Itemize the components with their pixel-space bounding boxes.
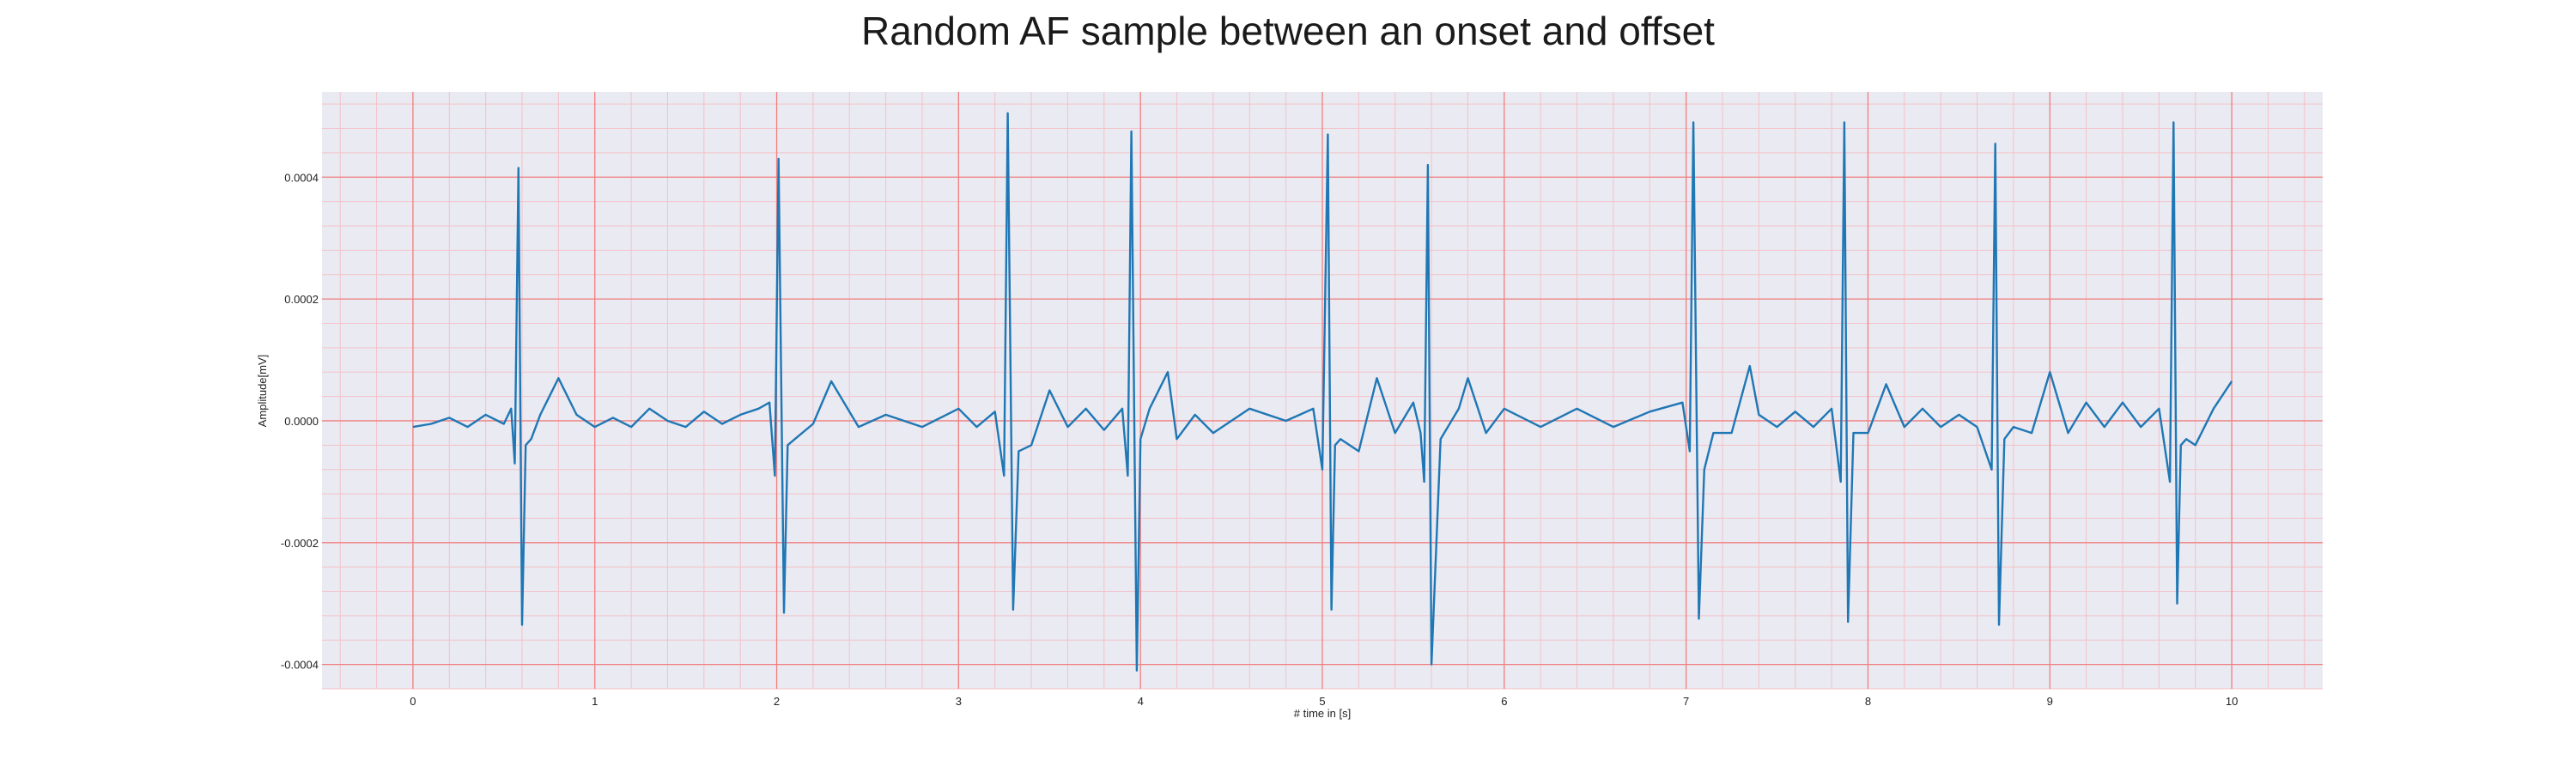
x-tick-label: 9: [2047, 695, 2053, 708]
x-tick-label: 3: [956, 695, 962, 708]
x-tick-label: 2: [774, 695, 780, 708]
x-tick-label: 8: [1865, 695, 1871, 708]
y-tick-label: -0.0002: [281, 537, 319, 550]
x-axis-label: # time in [s]: [1294, 707, 1351, 720]
y-axis-ticks: -0.0004 -0.0002 0.0000 0.0002 0.0004: [281, 171, 319, 671]
y-tick-label: 0.0000: [284, 415, 319, 428]
x-tick-label: 5: [1319, 695, 1325, 708]
x-axis-ticks: 0 1 2 3 4 5 6 7 8 9 10: [410, 695, 2238, 708]
major-gridlines: [322, 92, 2323, 689]
y-axis-label: Amplitude[mV]: [256, 355, 269, 428]
y-tick-label: 0.0004: [284, 171, 319, 184]
ecg-signal-line: [412, 112, 2233, 672]
y-tick-label: 0.0002: [284, 293, 319, 306]
chart-title: Random AF sample between an onset and of…: [861, 9, 1715, 53]
x-tick-label: 7: [1683, 695, 1689, 708]
x-tick-label: 10: [2226, 695, 2238, 708]
y-tick-label: -0.0004: [281, 659, 319, 672]
x-tick-label: 4: [1138, 695, 1144, 708]
x-tick-label: 1: [592, 695, 598, 708]
x-tick-label: 6: [1501, 695, 1507, 708]
x-tick-label: 0: [410, 695, 416, 708]
